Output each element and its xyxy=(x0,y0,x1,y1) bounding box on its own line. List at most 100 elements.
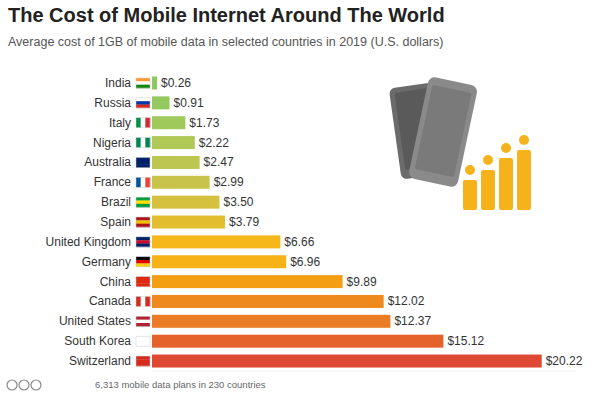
coin-bar xyxy=(499,158,513,210)
flag xyxy=(136,197,150,207)
bar xyxy=(152,116,185,129)
bar xyxy=(152,77,157,90)
bar xyxy=(152,275,343,288)
bar xyxy=(152,315,390,328)
flag xyxy=(136,177,150,187)
flag-stripe xyxy=(145,138,150,148)
flag-stripe xyxy=(136,118,141,128)
coin xyxy=(519,135,529,145)
footer-note: 6,313 mobile data plans in 230 countries xyxy=(95,379,266,390)
category-labels: IndiaRussiaItalyNigeriaAustraliaFranceBr… xyxy=(46,76,132,368)
flag xyxy=(136,118,150,128)
flag xyxy=(136,277,150,287)
flag-border xyxy=(136,197,150,207)
bar xyxy=(152,235,280,248)
data-label: $6.96 xyxy=(290,255,320,269)
category-label: France xyxy=(94,175,132,189)
flag-border xyxy=(136,217,150,227)
footer-icon xyxy=(31,380,41,390)
flag xyxy=(136,296,150,306)
flag-stripe xyxy=(136,78,150,82)
flag-stripe xyxy=(136,277,150,281)
category-label: South Korea xyxy=(64,334,131,348)
flag-stripe xyxy=(141,118,146,128)
flag-stripe xyxy=(136,296,141,306)
flag-border xyxy=(136,118,150,128)
flag-stripe xyxy=(136,260,150,264)
chart-svg: The Cost of Mobile Internet Around The W… xyxy=(0,0,606,394)
bar xyxy=(152,136,195,149)
data-label: $2.99 xyxy=(214,175,244,189)
data-label: $9.89 xyxy=(347,275,377,289)
category-label: Brazil xyxy=(101,195,131,209)
flag-border xyxy=(136,257,150,267)
decoration xyxy=(389,76,531,210)
flag-border xyxy=(136,177,150,187)
phone-front xyxy=(408,76,479,188)
data-labels: $0.26$0.91$1.73$2.22$2.47$2.99$3.50$3.79… xyxy=(161,76,583,368)
bar xyxy=(152,96,170,109)
title: The Cost of Mobile Internet Around The W… xyxy=(8,4,445,26)
flag xyxy=(136,138,150,148)
flag-stripe xyxy=(136,197,150,201)
flag-stripe xyxy=(136,359,150,363)
bar xyxy=(152,255,286,268)
flag-stripe xyxy=(136,356,150,360)
category-label: Nigeria xyxy=(93,136,131,150)
coin-bar xyxy=(517,150,531,210)
flag-stripe xyxy=(141,138,146,148)
coin xyxy=(501,143,511,153)
data-label: $3.79 xyxy=(229,215,259,229)
category-label: Germany xyxy=(82,255,131,269)
flag-stripe xyxy=(136,157,150,161)
data-label: $0.91 xyxy=(174,96,204,110)
flag-stripe xyxy=(136,336,150,340)
bar xyxy=(152,216,225,229)
flag-stripe xyxy=(136,280,150,284)
flag xyxy=(136,157,150,167)
data-label: $12.02 xyxy=(388,294,425,308)
bar xyxy=(152,295,384,308)
flag-stripe xyxy=(136,98,150,102)
category-label: Italy xyxy=(109,116,131,130)
category-label: Switzerland xyxy=(69,354,131,368)
flag-border xyxy=(136,98,150,108)
flag-border xyxy=(136,316,150,326)
coin xyxy=(465,165,475,175)
flag-border xyxy=(136,277,150,287)
flag xyxy=(136,98,150,108)
data-label: $1.73 xyxy=(189,116,219,130)
flag xyxy=(136,316,150,326)
category-label: Spain xyxy=(100,215,131,229)
bar xyxy=(152,176,210,189)
chart-container: The Cost of Mobile Internet Around The W… xyxy=(0,0,606,394)
flag-stripe xyxy=(145,118,150,128)
bar xyxy=(152,156,200,169)
flag-stripe xyxy=(136,340,150,344)
category-label: Russia xyxy=(94,96,131,110)
flag xyxy=(136,336,150,346)
bar xyxy=(152,196,219,209)
data-label: $3.50 xyxy=(223,195,253,209)
flag-stripe xyxy=(136,177,141,187)
phone-front-screen xyxy=(415,85,472,177)
coin-bar xyxy=(463,180,477,210)
flag-border xyxy=(136,237,150,247)
category-label: United States xyxy=(59,314,131,328)
data-label: $0.26 xyxy=(161,76,191,90)
x-axis-line xyxy=(152,370,576,371)
flag-stripe xyxy=(141,177,146,187)
flag-stripe xyxy=(141,296,146,306)
flag-border xyxy=(136,138,150,148)
category-label: China xyxy=(100,275,132,289)
flag-stripe xyxy=(136,237,150,241)
data-label: $2.47 xyxy=(204,155,234,169)
bar xyxy=(152,335,443,348)
flag-border xyxy=(136,356,150,366)
category-label: Australia xyxy=(84,155,131,169)
flag-stripe xyxy=(136,81,150,85)
flag-stripe xyxy=(136,200,150,204)
category-label: Canada xyxy=(89,294,131,308)
flag-stripe xyxy=(136,240,150,244)
flag xyxy=(136,237,150,247)
